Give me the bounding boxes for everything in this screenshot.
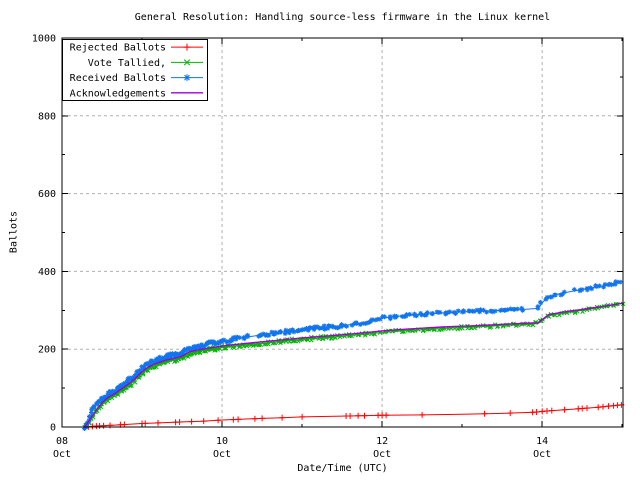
svg-text:10: 10 <box>216 436 228 447</box>
legend-item: Vote Tallied, <box>88 58 203 69</box>
legend: Rejected Ballots Vote Tallied, Received Ba… <box>62 39 208 101</box>
series-vote-tallied <box>82 301 626 430</box>
svg-text:08: 08 <box>56 436 68 447</box>
svg-text:Oct: Oct <box>213 449 231 460</box>
svg-text:14: 14 <box>536 436 548 447</box>
legend-sample-marker-plus <box>183 43 191 51</box>
x-axis-label: Date/Time (UTC) <box>297 463 388 474</box>
legend-item: Acknowledgements <box>70 88 203 99</box>
chart-title: General Resolution: Handling source-less… <box>134 12 551 23</box>
legend-label: Received Ballots <box>70 73 166 84</box>
svg-text:Oct: Oct <box>373 449 391 460</box>
svg-text:Oct: Oct <box>533 449 551 460</box>
legend-sample-marker-cross <box>183 59 191 66</box>
legend-label: Rejected Ballots <box>70 43 166 54</box>
series-received-ballots <box>82 279 623 431</box>
svg-text:12: 12 <box>376 436 388 447</box>
svg-text:800: 800 <box>38 111 56 122</box>
svg-text:Oct: Oct <box>53 449 71 460</box>
legend-label: Acknowledgements <box>70 88 166 99</box>
legend-item: Rejected Ballots <box>70 43 203 54</box>
legend-sample-marker-star <box>183 74 191 82</box>
legend-label: Vote Tallied, <box>88 58 166 69</box>
svg-text:400: 400 <box>38 267 56 278</box>
series-acknowledgements <box>83 302 623 428</box>
series-rejected-ballots <box>85 401 625 430</box>
legend-item: Received Ballots <box>70 73 203 84</box>
svg-text:1000: 1000 <box>32 34 56 45</box>
gridlines <box>62 38 623 427</box>
svg-text:200: 200 <box>38 345 56 356</box>
svg-text:0: 0 <box>50 423 56 434</box>
svg-text:600: 600 <box>38 189 56 200</box>
